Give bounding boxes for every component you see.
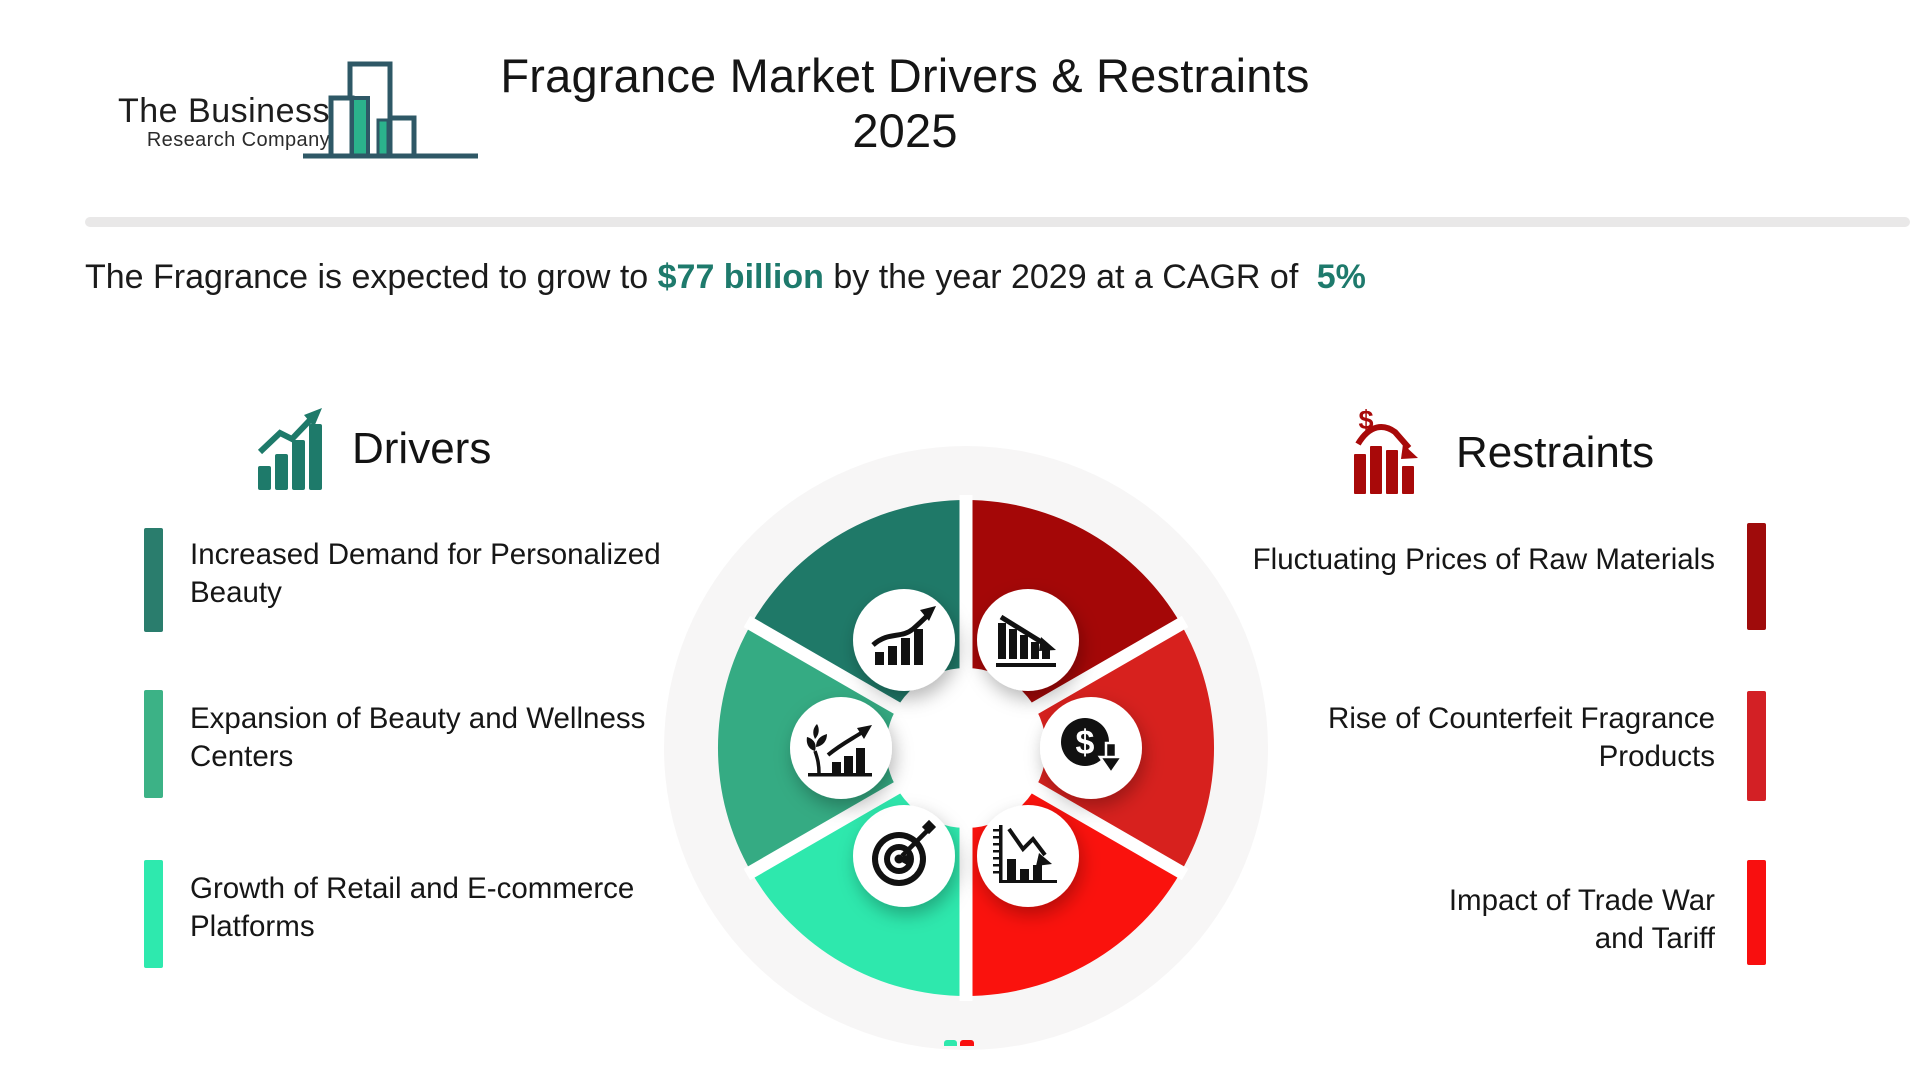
restraint-item-bar [1747, 523, 1766, 630]
statement-value: $77 billion [657, 258, 824, 296]
driver-item-text: Increased Demand for Personalized Beauty [190, 538, 661, 609]
logo-subname: Research Company [146, 128, 330, 151]
logo-name: The Business [118, 92, 330, 130]
restraint-item-text: Impact of Trade War and Tariff [1448, 884, 1715, 955]
growth-statement: The Fragrance is expected to grow to $77… [85, 258, 1366, 297]
drivers-heading: Drivers [352, 424, 492, 473]
restraints-heading: Restraints [1456, 428, 1655, 477]
medallion [790, 697, 892, 799]
growth-chart-icon [871, 606, 936, 665]
declining-bars-icon [996, 614, 1056, 667]
restraint-item-bar [1747, 691, 1766, 801]
driver-item-text: Expansion of Beauty and Wellness Centers [190, 702, 646, 773]
driver-item-text: Growth of Retail and E-commerce Platform… [190, 872, 635, 943]
driver-item-bar [144, 528, 163, 632]
logo-bar-chart-icon [303, 61, 478, 159]
dollar-decrease-icon: $ [1061, 718, 1125, 776]
statement-cagr: 5% [1316, 258, 1366, 296]
restraint-item-text: Fluctuating Prices of Raw Materials [1252, 543, 1715, 576]
driver-item-bar [144, 690, 163, 798]
drivers-restraints-wheel: $ [664, 446, 1268, 1050]
sprout-growth-icon [806, 724, 872, 777]
medallion [977, 805, 1079, 907]
restraint-item-text: Rise of Counterfeit Fragrance Products [1328, 702, 1715, 773]
page-title: Fragrance Market Drivers & Restraints 20… [500, 49, 1310, 157]
wheel-separators [743, 495, 1189, 1001]
restraint-item-bar [1747, 860, 1766, 965]
statement-middle: by the year 2029 at a CAGR of [823, 258, 1308, 296]
svg-text:$: $ [1076, 724, 1095, 762]
target-dart-icon [872, 819, 937, 886]
company-logo: The Business Research Company [116, 92, 330, 151]
wheel-bottom-sliver [944, 1040, 974, 1046]
declining-bars-dollar-icon: $ [1354, 406, 1418, 494]
header-divider [85, 217, 1910, 227]
driver-item-bar [144, 860, 163, 968]
wheel-center [886, 668, 1046, 828]
declining-line-chart-icon [993, 825, 1057, 883]
statement-prefix: The Fragrance is expected to grow to [85, 258, 658, 296]
growth-bars-arrow-icon [258, 408, 322, 490]
